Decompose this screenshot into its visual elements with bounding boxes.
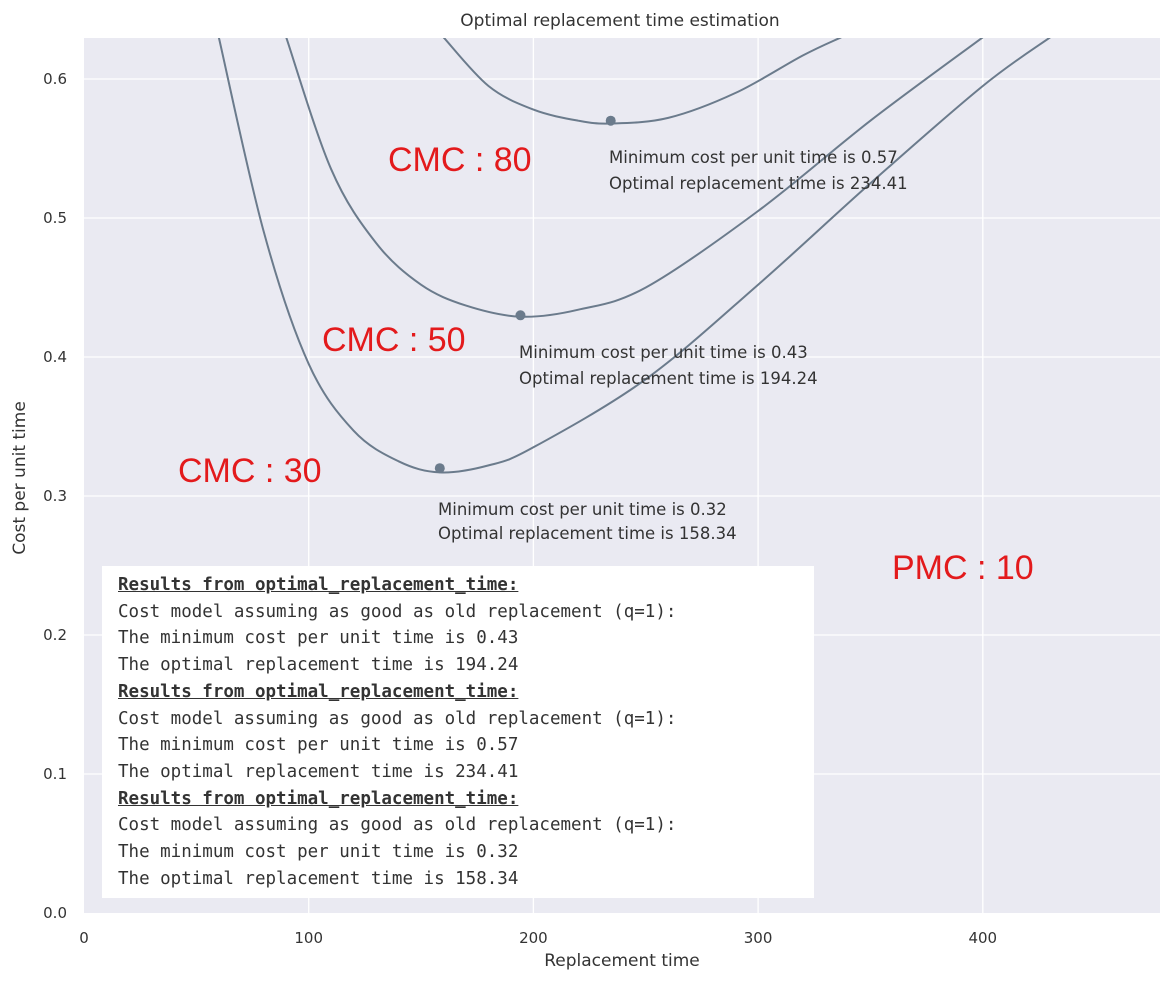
results-block: Results from optimal_replacement_time: C… bbox=[118, 786, 814, 893]
results-model: Cost model assuming as good as old repla… bbox=[118, 601, 677, 622]
annotation-cmc30: Minimum cost per unit time is 0.32 Optim… bbox=[438, 500, 737, 543]
x-tick-label: 100 bbox=[294, 929, 323, 947]
y-tick-label: 0.0 bbox=[43, 904, 67, 922]
label-cmc-80: CMC : 80 bbox=[388, 141, 532, 179]
results-opt-time: The optimal replacement time is 194.24 bbox=[118, 655, 519, 676]
y-tick-label: 0.6 bbox=[43, 70, 67, 88]
label-cmc-30: CMC : 30 bbox=[178, 452, 322, 490]
curves bbox=[217, 38, 1051, 474]
y-tick-label: 0.5 bbox=[43, 209, 67, 227]
x-tick-label: 300 bbox=[744, 929, 773, 947]
results-min-cost: The minimum cost per unit time is 0.43 bbox=[118, 628, 519, 649]
results-header: Results from optimal_replacement_time: bbox=[118, 788, 519, 809]
results-block: Results from optimal_replacement_time: C… bbox=[118, 679, 814, 786]
svg-text:Minimum cost per unit time is: Minimum cost per unit time is 0.43 bbox=[519, 343, 808, 362]
label-pmc-10: PMC : 10 bbox=[892, 549, 1034, 587]
results-header: Results from optimal_replacement_time: bbox=[118, 575, 519, 595]
svg-text:Optimal replacement time is 19: Optimal replacement time is 194.24 bbox=[519, 369, 818, 388]
x-axis-label: Replacement time bbox=[544, 951, 700, 971]
results-min-cost: The minimum cost per unit time is 0.32 bbox=[118, 842, 519, 863]
results-output-box: Results from optimal_replacement_time: C… bbox=[102, 566, 814, 898]
results-block: Results from optimal_replacement_time: C… bbox=[118, 572, 814, 679]
y-tick-label: 0.1 bbox=[43, 765, 67, 783]
svg-text:Minimum cost per unit time is: Minimum cost per unit time is 0.32 bbox=[438, 500, 727, 519]
series-line-2 bbox=[285, 38, 984, 318]
y-tick-label: 0.3 bbox=[43, 487, 67, 505]
minimum-point-3 bbox=[605, 115, 616, 126]
results-model: Cost model assuming as good as old repla… bbox=[118, 708, 677, 729]
y-tick-label: 0.4 bbox=[43, 348, 67, 366]
x-tick-label: 200 bbox=[519, 929, 548, 947]
x-tick-label: 0 bbox=[79, 929, 89, 947]
svg-text:Optimal replacement time is 15: Optimal replacement time is 158.34 bbox=[438, 524, 737, 543]
series-line-1 bbox=[217, 38, 1051, 474]
minimum-point-1 bbox=[434, 463, 445, 474]
annotation-cmc50: Minimum cost per unit time is 0.43 Optim… bbox=[519, 343, 818, 388]
label-cmc-50: CMC : 50 bbox=[322, 321, 466, 359]
results-min-cost: The minimum cost per unit time is 0.57 bbox=[118, 735, 519, 756]
svg-text:Optimal replacement time is 23: Optimal replacement time is 234.41 bbox=[609, 174, 908, 193]
results-model: Cost model assuming as good as old repla… bbox=[118, 815, 677, 836]
chart-title: Optimal replacement time estimation bbox=[460, 11, 779, 31]
results-opt-time: The optimal replacement time is 158.34 bbox=[118, 868, 519, 889]
x-tick-label: 400 bbox=[968, 929, 997, 947]
minimum-point-2 bbox=[515, 310, 526, 321]
svg-text:Minimum cost per unit time is: Minimum cost per unit time is 0.57 bbox=[609, 148, 898, 167]
y-tick-label: 0.2 bbox=[43, 626, 67, 644]
y-axis-label: Cost per unit time bbox=[10, 401, 30, 555]
results-opt-time: The optimal replacement time is 234.41 bbox=[118, 761, 519, 782]
annotation-cmc80: Minimum cost per unit time is 0.57 Optim… bbox=[609, 148, 908, 193]
tick-labels: 0 100 200 300 400 0.0 0.1 0.2 0.3 0.4 0.5 0.6 bbox=[43, 70, 997, 947]
results-header: Results from optimal_replacement_time: bbox=[118, 681, 519, 702]
